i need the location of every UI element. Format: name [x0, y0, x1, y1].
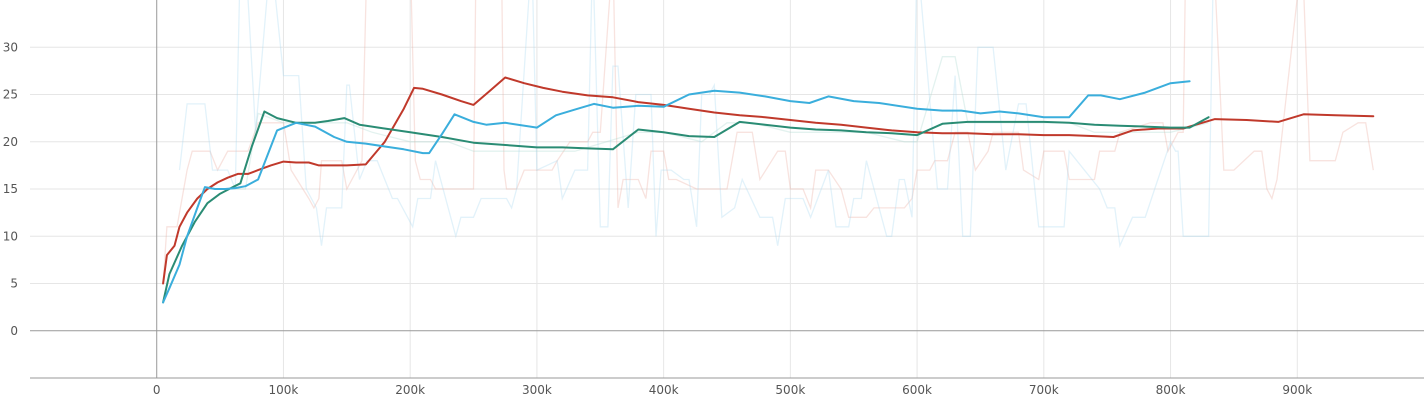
series-line-0	[162, 76, 1375, 285]
x-tick-label: 200k	[395, 383, 425, 397]
series-line-2	[162, 80, 1191, 304]
x-tick-label: 0	[153, 383, 161, 397]
x-tick-label: 400k	[649, 383, 679, 397]
x-tick-label: 600k	[902, 383, 932, 397]
grid	[30, 0, 1424, 378]
y-tick-label: 20	[3, 135, 18, 149]
raw-series-line-0	[162, 0, 1374, 284]
y-tick-label: 15	[3, 182, 18, 196]
x-tick-label: 900k	[1282, 383, 1312, 397]
x-tick-label: 100k	[269, 383, 299, 397]
y-tick-label: 5	[10, 277, 18, 291]
x-tick-label: 300k	[522, 383, 552, 397]
tick-labels: 0 5 10 15 20 25 30 0 100k 200k 300k 400k 500k 600k 700…	[3, 40, 1313, 397]
y-tick-label: 10	[3, 229, 18, 243]
y-tick-label: 0	[10, 324, 18, 338]
axes	[30, 0, 1424, 379]
x-tick-label: 500k	[775, 383, 805, 397]
x-tick-label: 700k	[1029, 383, 1059, 397]
series-line-1	[162, 110, 1210, 304]
smoothed-series-layer	[162, 76, 1375, 304]
y-tick-label: 30	[3, 40, 18, 54]
raw-series-line-2	[178, 0, 1214, 249]
y-tick-label: 25	[3, 88, 18, 102]
x-tick-label: 800k	[1156, 383, 1186, 397]
